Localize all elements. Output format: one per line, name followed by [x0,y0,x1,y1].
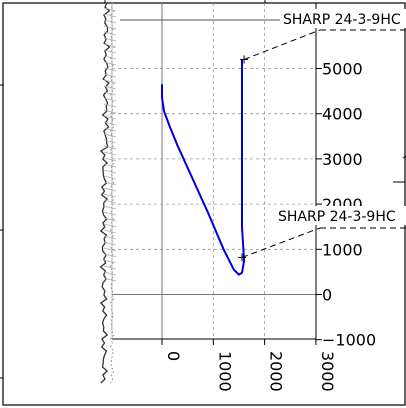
well-trace-hatch [103,175,117,180]
annotation-label-bg [281,9,406,28]
well-trace-hatch [103,157,117,162]
well-trace-hatch [103,265,117,270]
well-trace-hatch [103,103,117,108]
well-trace-hatch [103,19,117,24]
y-tick-label: 3000 [322,150,363,169]
well-trace-hatch [103,181,117,186]
well-trace-hatch [103,115,117,120]
well-trace-hatch [103,127,117,132]
well-trace-hatch [103,163,117,168]
well-trace-hatch [103,37,117,42]
x-tick-label: 2000 [267,351,286,392]
well-trace-hatch [103,133,117,138]
well-trace-hatch [103,145,117,150]
well-trace-hatch [103,61,117,66]
well-trace-hatch [103,247,117,252]
well-trace-hatch [103,151,117,156]
well-trace-hatch [103,91,117,96]
annotation-layer: SHARP 24-3-9HC SHARP 24-3-9HC [120,9,406,262]
annotation-label-bg [276,206,406,225]
well-trace-hatch [103,55,117,60]
y-tick-label: 5000 [322,60,363,79]
well-trace-hatch [103,193,117,198]
well-trace-hatch [103,259,117,264]
well-trace-hatch [103,217,117,222]
well-trace-hatch [103,211,117,216]
x-tick-label: 0 [164,351,183,361]
well-trace-hatch [103,13,117,18]
well-trace-hatch [103,271,117,276]
series-line [161,59,246,276]
plot-frame [111,3,317,340]
well-trace-hatch [103,169,117,174]
well-trace-hatch [103,121,117,126]
annotation-label: SHARP 24-3-9HC [278,209,396,225]
series-layer [161,59,246,276]
well-trace-hatch [103,235,117,240]
y-tick-label: 1000 [322,240,363,259]
well-trace-hatch [103,7,117,12]
well-trace-hatch [103,31,117,36]
y-tick-label: 4000 [322,105,363,124]
well-trace-hatch [103,139,117,144]
well-trace-hatch [103,187,117,192]
well-trace-hatch [103,43,117,48]
well-trace-hatch [103,253,117,258]
well-trace-hatch [103,223,117,228]
well-trace-hatch [103,229,117,234]
annotation-leader [243,29,321,60]
y-tick-label: −1000 [322,331,376,350]
well-trace-hatch [103,97,117,102]
well-trace-hatch [103,199,117,204]
well-trace-hatch [103,85,117,90]
well-trace-hatch [103,73,117,78]
x-tick-label: 3000 [318,351,337,392]
well-trace-hatch [103,79,117,84]
y-tick-label: 0 [322,286,332,305]
well-trace-hatch [103,109,117,114]
annotation-label: SHARP 24-3-9HC [283,12,401,28]
well-trace-line [99,2,111,384]
well-trace-hatch [103,25,117,30]
well-trace-hatch [103,67,117,72]
well-trace-hatch [103,277,117,282]
well-trace-hatch [103,205,117,210]
x-tick-label: 1000 [215,351,234,392]
annotation-leader [241,227,321,258]
well-trace-hatch [103,49,117,54]
well-trace-hatch [103,241,117,246]
